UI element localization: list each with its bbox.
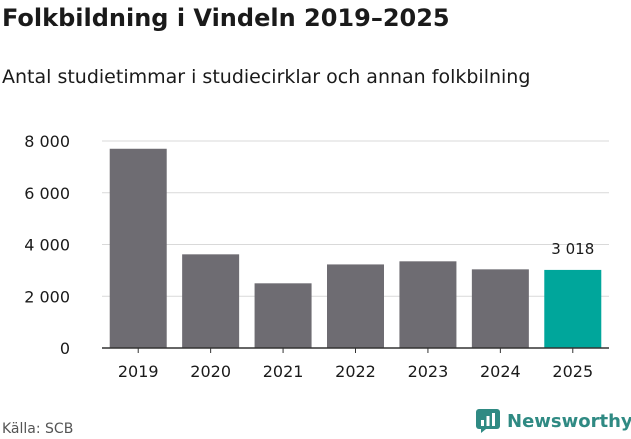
data-label: 3 018 [551, 240, 594, 258]
x-tick-label: 2019 [118, 362, 159, 381]
y-axis-ticks: 0 2 000 4 000 6 000 8 000 [24, 132, 70, 358]
bar-2019 [109, 148, 167, 348]
y-tick-label: 4 000 [24, 236, 70, 255]
x-tick-label: 2024 [480, 362, 521, 381]
y-tick-label: 6 000 [24, 184, 70, 203]
x-tick-label: 2023 [408, 362, 449, 381]
bar-2020 [182, 254, 240, 348]
x-tick-label: 2021 [263, 362, 304, 381]
chart-title: Folkbildning i Vindeln 2019–2025 [2, 4, 450, 32]
chart-subtitle: Antal studietimmar i studiecirklar och a… [2, 66, 531, 88]
y-tick-label: 0 [60, 339, 70, 358]
x-tick-label: 2025 [552, 362, 593, 381]
source-note: Källa: SCB [2, 421, 74, 437]
data-labels: 3 018 [551, 240, 594, 258]
bar-2023 [399, 261, 457, 348]
bar-2021 [254, 283, 312, 348]
bar-2022 [327, 264, 384, 348]
x-tick-label: 2020 [190, 362, 231, 381]
y-tick-label: 2 000 [24, 287, 70, 306]
x-axis-ticks: 2019 2020 2021 2022 2023 2024 2025 [102, 347, 609, 381]
newsworthy-logo-icon [476, 409, 500, 433]
y-tick-label: 8 000 [24, 132, 70, 151]
brand-logo: Newsworthy [475, 408, 631, 434]
bar-2024 [471, 269, 529, 348]
bar-2025 [544, 269, 602, 348]
x-tick-label: 2022 [335, 362, 376, 381]
bars [109, 148, 602, 348]
brand-name: Newsworthy [507, 410, 631, 432]
